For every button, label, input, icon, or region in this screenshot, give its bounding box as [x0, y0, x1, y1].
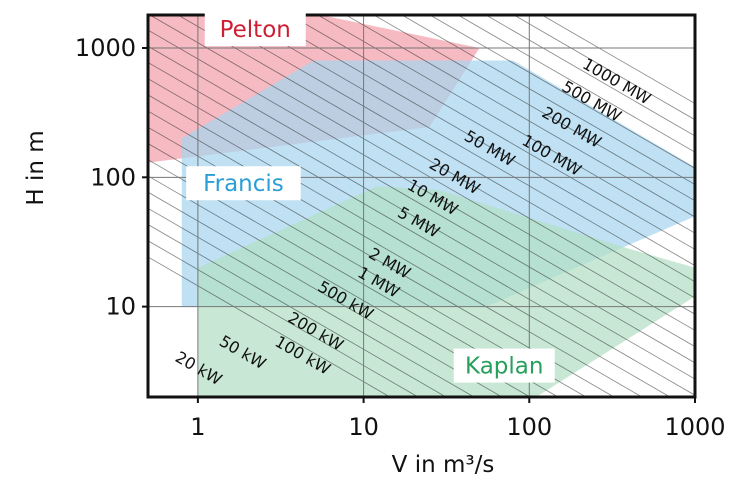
power-line — [205, 15, 695, 299]
power-line — [148, 45, 695, 364]
power-line — [317, 15, 695, 234]
power-line — [148, 94, 671, 397]
x-tick-label: 100 — [506, 413, 552, 441]
power-line — [148, 175, 531, 397]
power-line — [345, 15, 695, 218]
x-tick-label: 1000 — [664, 413, 725, 441]
power-line — [513, 15, 695, 121]
power-line — [177, 15, 695, 315]
power-line — [149, 15, 695, 331]
power-line — [148, 78, 695, 396]
x-axis-label: V in m³/s — [392, 452, 495, 478]
power-line — [148, 240, 419, 397]
power-line — [541, 15, 695, 105]
power-line — [401, 15, 695, 186]
power-line — [148, 110, 643, 397]
region-label-francis: Francis — [203, 171, 284, 197]
region-label-kaplan: Kaplan — [465, 354, 543, 380]
power-lines — [148, 15, 695, 397]
tick-labels: 1 10 100 1000 10 100 1000 — [75, 34, 726, 441]
y-tick-label: 10 — [105, 293, 136, 321]
region-label-box — [186, 166, 301, 201]
power-line — [429, 15, 695, 169]
y-axis-label: H in m — [23, 130, 49, 205]
power-line — [148, 256, 391, 397]
plot-frame — [146, 13, 697, 399]
x-tick-label: 10 — [348, 413, 379, 441]
y-tick-label: 100 — [90, 163, 136, 191]
x-tick-label: 1 — [190, 413, 205, 441]
power-line — [457, 15, 695, 153]
power-line — [261, 15, 695, 267]
power-line — [148, 224, 447, 397]
region-label-pelton: Pelton — [220, 17, 291, 43]
power-line — [148, 143, 587, 397]
power-line — [289, 15, 695, 250]
power-line — [148, 159, 559, 397]
power-line — [148, 191, 503, 397]
y-tick-label: 1000 — [75, 34, 136, 62]
power-line — [233, 15, 695, 283]
power-line — [485, 15, 695, 137]
power-line — [148, 126, 615, 397]
power-line — [373, 15, 695, 202]
power-line — [148, 61, 695, 380]
power-line — [148, 29, 695, 348]
turbine-regions — [148, 15, 695, 397]
region-label-box — [204, 12, 306, 47]
region-kaplan — [197, 186, 695, 397]
region-label-box — [453, 348, 555, 383]
